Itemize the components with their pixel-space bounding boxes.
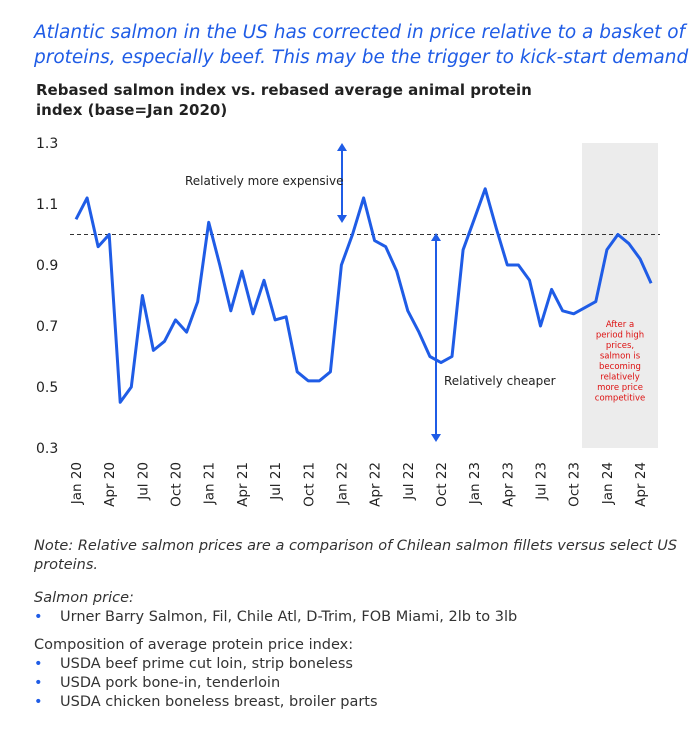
shaded-note: prices, xyxy=(606,341,634,351)
y-tick-label: 1.1 xyxy=(36,197,58,213)
line xyxy=(74,187,653,404)
shaded-note: salmon is xyxy=(600,352,641,362)
x-tick-label: Apr 20 xyxy=(102,462,118,507)
composition-list: USDA beef prime cut loin, strip boneless… xyxy=(34,655,677,712)
x-tick-label: Apr 24 xyxy=(633,462,649,507)
list-item: USDA beef prime cut loin, strip boneless xyxy=(34,655,677,674)
y-tick-label: 1.3 xyxy=(36,136,58,152)
x-tick-label: Jul 22 xyxy=(401,462,417,501)
x-tick-label: Oct 23 xyxy=(567,462,583,507)
chart: Rebased salmon index vs. rebased average… xyxy=(36,81,660,507)
shaded-region xyxy=(582,143,658,448)
shaded-note: becoming xyxy=(599,362,641,372)
note: Note: Relative salmon prices are a compa… xyxy=(34,538,678,554)
list-item: Urner Barry Salmon, Fil, Chile Atl, D-Tr… xyxy=(34,608,677,627)
annotation: Relatively cheaper xyxy=(444,374,556,388)
chart-title: Rebased salmon index vs. rebased average… xyxy=(36,81,532,99)
shaded-note: After a xyxy=(606,320,634,330)
chart-title: index (base=Jan 2020) xyxy=(36,101,227,119)
x-tick-label: Jan 21 xyxy=(202,462,218,505)
x-tick-label: Apr 23 xyxy=(500,462,516,507)
x-tick-label: Jul 23 xyxy=(534,462,550,501)
salmon-list: Urner Barry Salmon, Fil, Chile Atl, D-Tr… xyxy=(34,608,677,627)
arrow-head xyxy=(337,143,347,151)
annotation: Relatively more expensive xyxy=(185,174,344,188)
x-tick-label: Jan 23 xyxy=(467,462,483,505)
shaded-note: relatively xyxy=(600,373,639,383)
x-tick-label: Jul 21 xyxy=(268,462,284,501)
y-tick-label: 0.5 xyxy=(36,380,58,396)
shaded-note: competitive xyxy=(595,394,645,404)
x-tick-label: Oct 21 xyxy=(301,462,317,507)
arrow-head xyxy=(431,434,441,442)
list-item: USDA chicken boneless breast, broiler pa… xyxy=(34,693,677,712)
headline: Atlantic salmon in the US has corrected … xyxy=(34,20,688,70)
notes: Note: Relative salmon prices are a compa… xyxy=(34,537,677,712)
y-tick-label: 0.3 xyxy=(36,441,58,457)
list-item: USDA pork bone-in, tenderloin xyxy=(34,674,677,693)
x-tick-label: Apr 22 xyxy=(368,462,384,507)
headline-line: proteins, especially beef. This may be t… xyxy=(34,47,689,68)
note: proteins. xyxy=(34,557,99,573)
arrow-head xyxy=(337,215,347,223)
shaded-note: more price xyxy=(597,383,643,393)
x-tick-label: Oct 22 xyxy=(434,462,450,507)
headline-line: Atlantic salmon in the US has corrected … xyxy=(34,22,686,43)
x-tick-label: Jan 24 xyxy=(600,462,616,505)
x-tick-label: Oct 20 xyxy=(169,462,185,507)
y-tick-label: 0.9 xyxy=(36,258,58,274)
shaded-note: period high xyxy=(596,331,644,341)
y-tick-label: 0.7 xyxy=(36,319,58,335)
arrow-head xyxy=(431,233,441,241)
x-tick-label: Jul 20 xyxy=(135,462,151,501)
x-tick-label: Apr 21 xyxy=(235,462,251,507)
salmon-heading: Salmon price: xyxy=(34,590,134,606)
x-tick-label: Jan 20 xyxy=(69,462,85,505)
composition-heading: Composition of average protein price ind… xyxy=(34,637,354,653)
x-tick-label: Jan 22 xyxy=(334,462,350,505)
